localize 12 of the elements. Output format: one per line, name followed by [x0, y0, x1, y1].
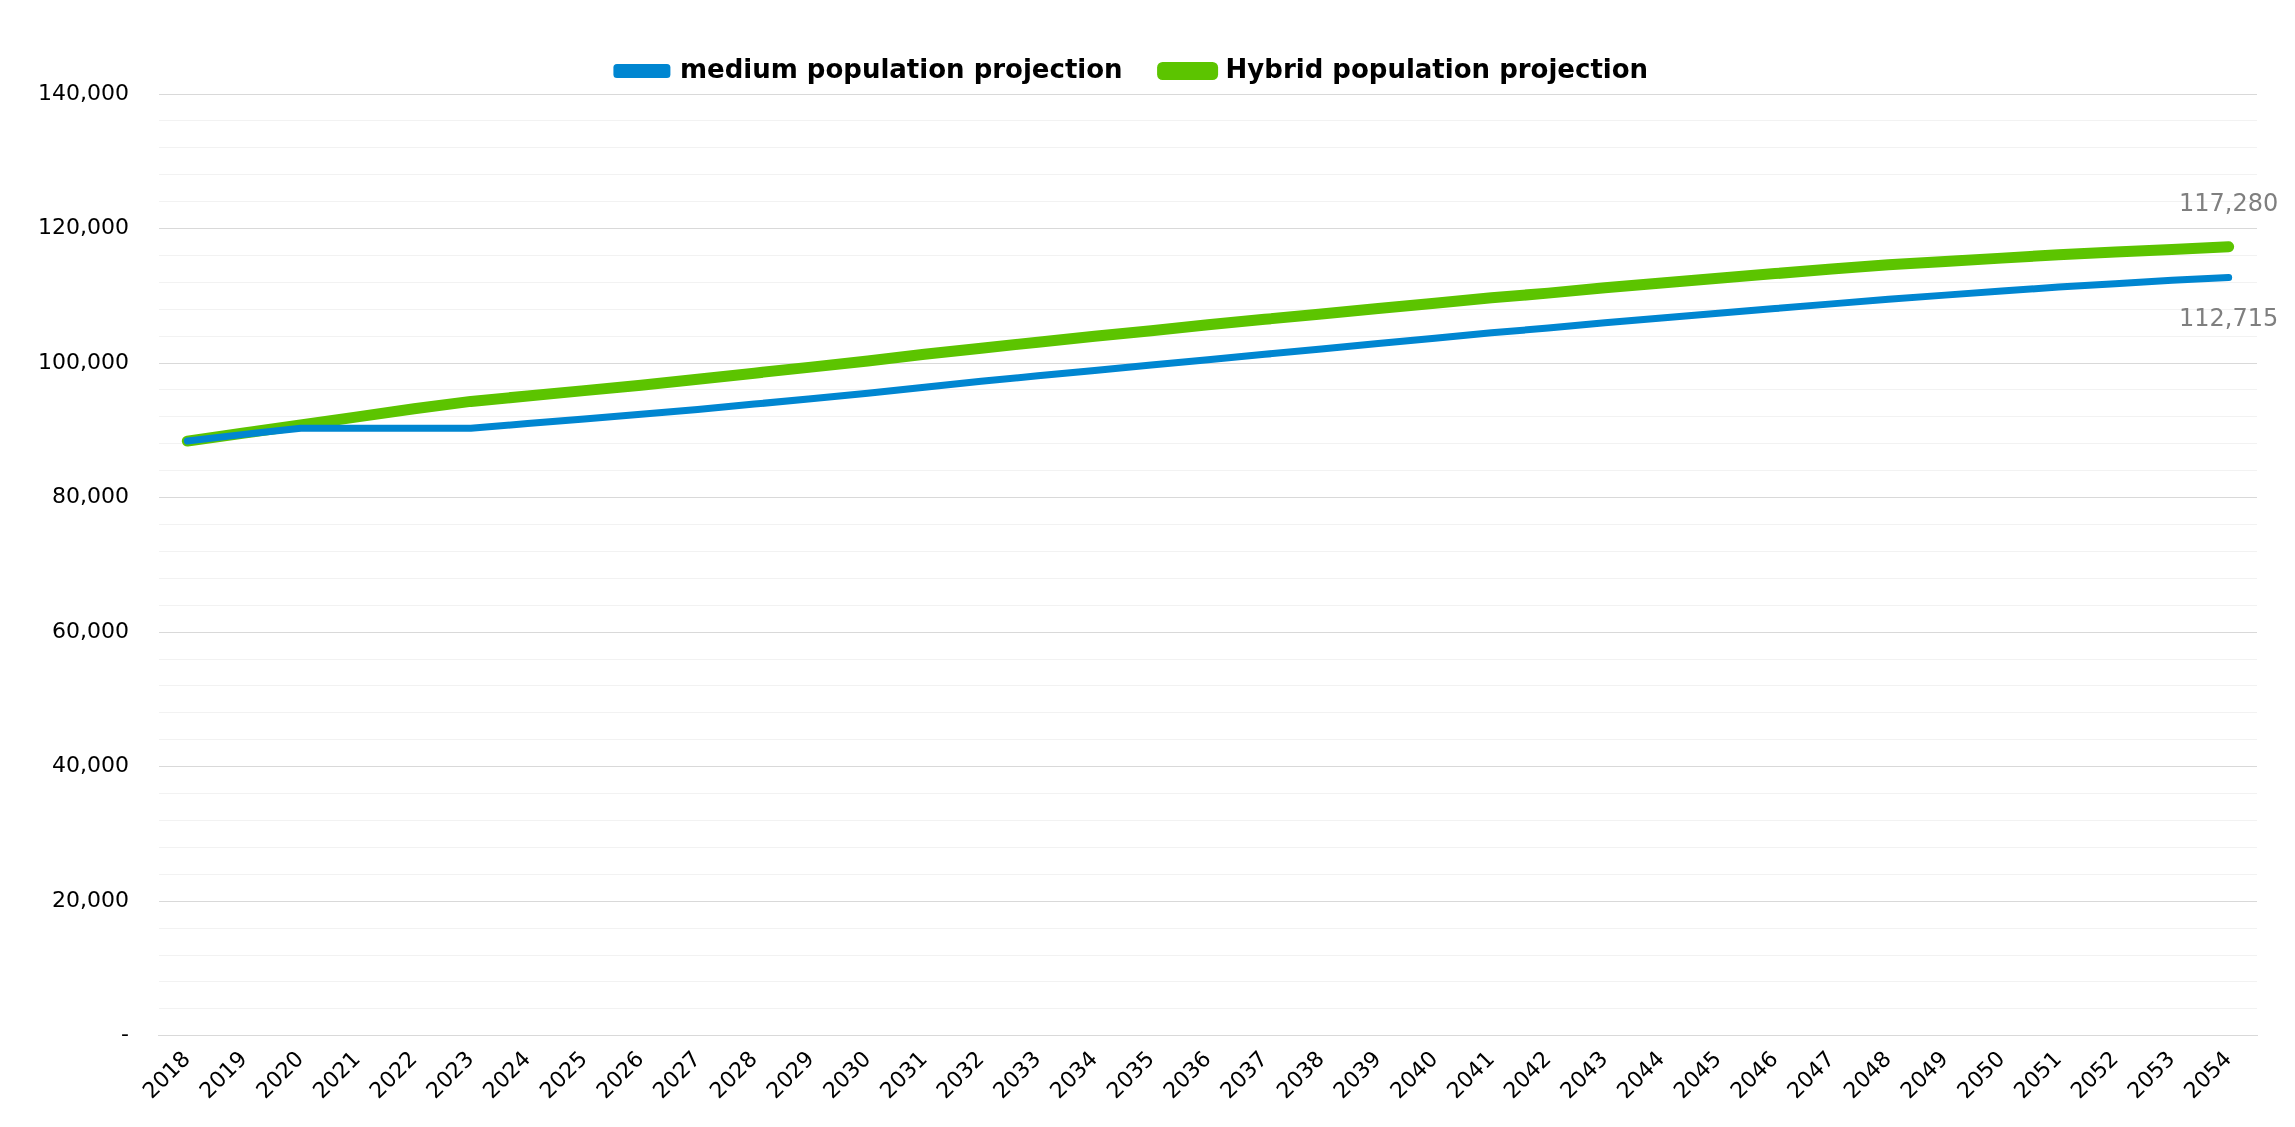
y-tick-label: 140,000 — [37, 79, 129, 105]
y-tick-label: 40,000 — [51, 752, 129, 778]
y-tick-label: 60,000 — [51, 617, 129, 643]
y-tick-label: 80,000 — [51, 483, 129, 509]
data-label: 112,715 — [2179, 303, 2279, 332]
legend-label: medium population projection — [679, 53, 1123, 84]
y-tick-label: - — [121, 1021, 129, 1047]
legend-label: Hybrid population projection — [1225, 53, 1649, 84]
y-tick-label: 120,000 — [37, 214, 129, 240]
y-tick-label: 100,000 — [37, 348, 129, 374]
data-label: 117,280 — [2179, 189, 2279, 218]
y-tick-label: 20,000 — [51, 886, 129, 912]
